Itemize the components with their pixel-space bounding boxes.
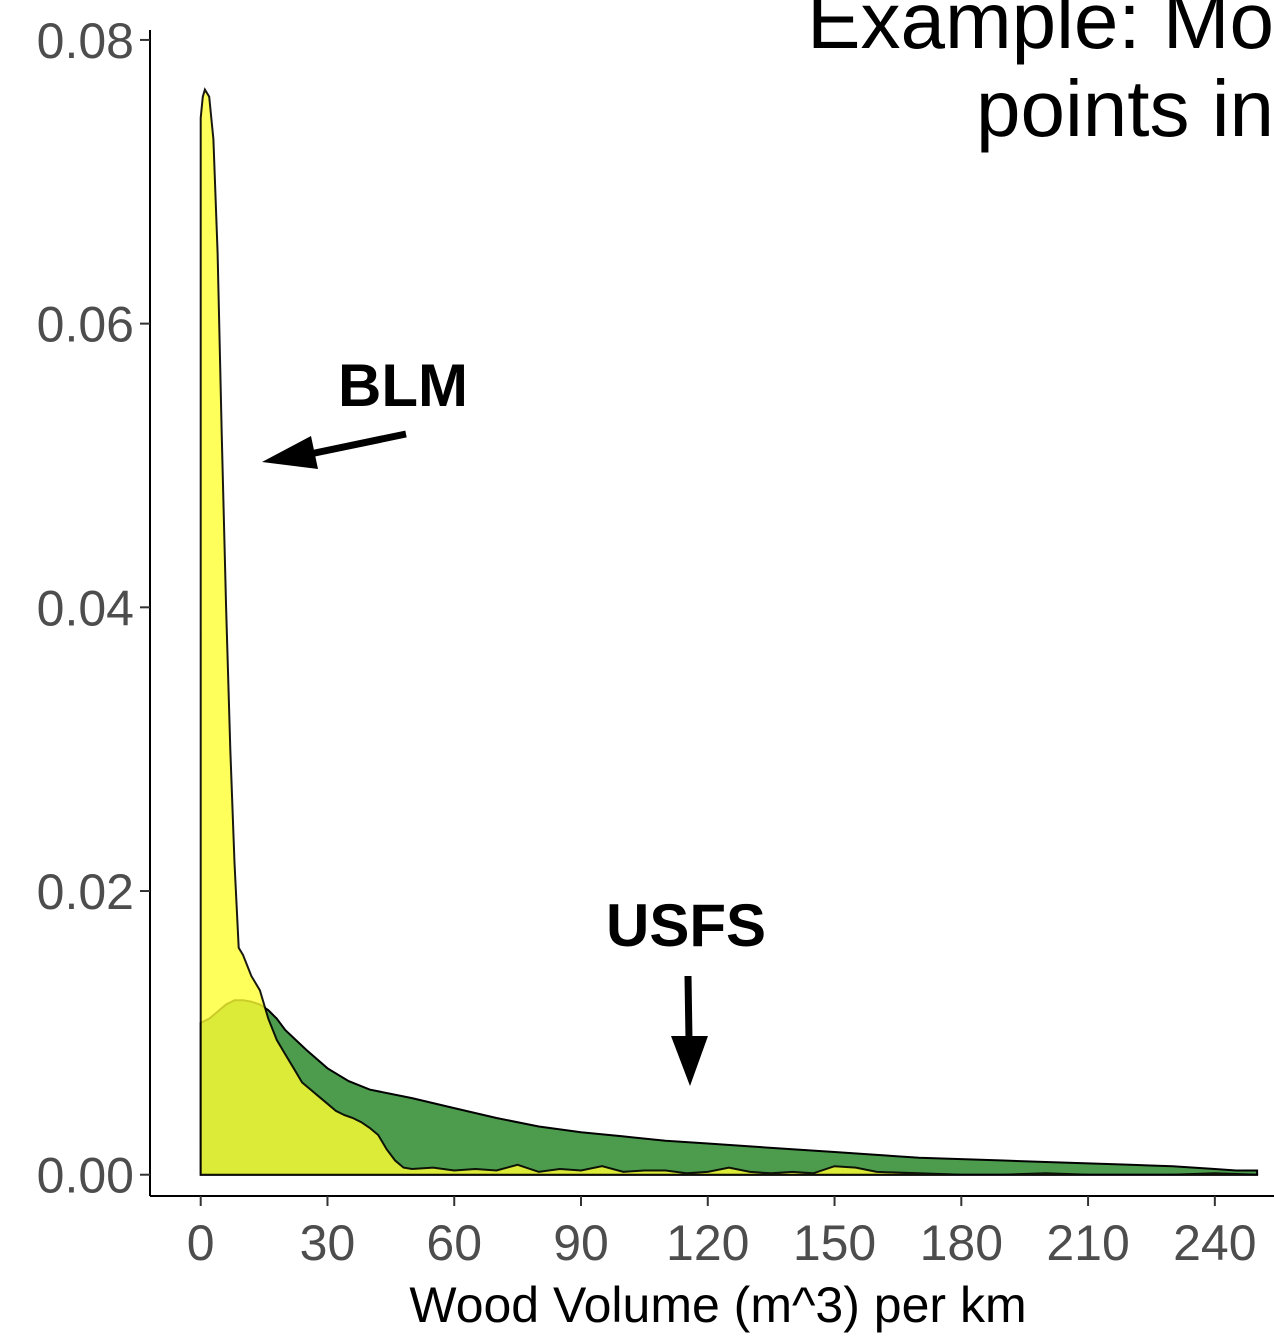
x-tick-label: 60 <box>426 1215 482 1271</box>
annotation-blm: BLM <box>338 352 468 419</box>
x-axis-title: Wood Volume (m^3) per km <box>409 1277 1026 1333</box>
slide-title-line-1: Example: Mo <box>807 0 1274 65</box>
x-tick-label: 210 <box>1046 1215 1129 1271</box>
y-tick-label: 0.06 <box>37 297 134 353</box>
axes <box>149 30 1274 1197</box>
density-area-blm <box>199 87 1259 1176</box>
x-tick-label: 120 <box>666 1215 749 1271</box>
y-tick-label: 0.02 <box>37 864 134 920</box>
x-tick-label: 150 <box>793 1215 876 1271</box>
density-areas <box>199 87 1259 1176</box>
x-ticks: 0 30 60 90 120 150 180 210 240 <box>187 1196 1257 1271</box>
x-tick-label: 180 <box>920 1215 1003 1271</box>
annotation-usfs: USFS <box>606 892 766 959</box>
arrow-usfs <box>671 975 708 1086</box>
slide-title-line-2: points in <box>976 64 1274 153</box>
x-tick-label: 0 <box>187 1215 215 1271</box>
x-tick-label: 240 <box>1173 1215 1256 1271</box>
y-tick-label: 0.04 <box>37 580 134 636</box>
y-tick-label: 0.00 <box>37 1148 134 1204</box>
arrow-blm <box>262 430 407 469</box>
y-tick-label: 0.08 <box>37 13 134 69</box>
x-tick-label: 90 <box>553 1215 609 1271</box>
x-tick-label: 30 <box>300 1215 356 1271</box>
y-ticks: 0.00 0.02 0.04 0.06 0.08 <box>37 13 150 1204</box>
